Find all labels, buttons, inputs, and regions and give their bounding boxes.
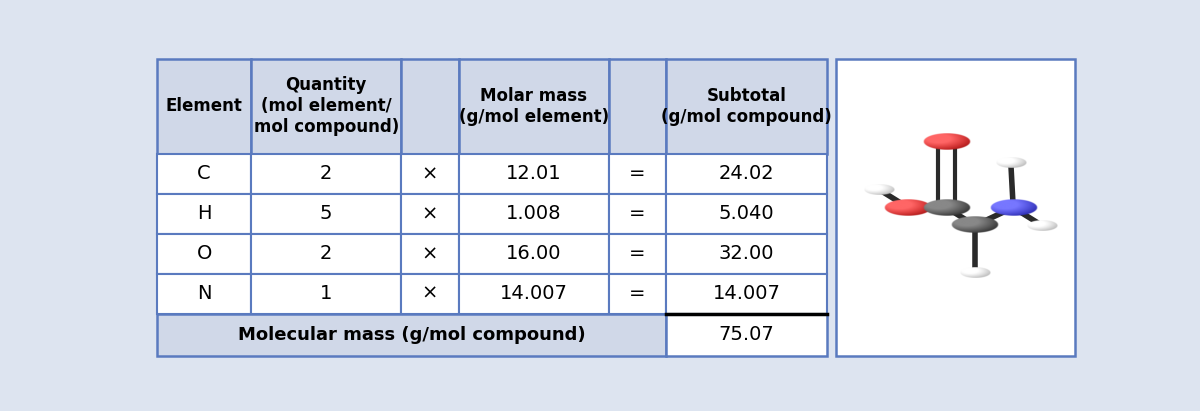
Text: 2: 2 <box>320 164 332 183</box>
Bar <box>251 59 402 154</box>
Bar <box>836 59 1075 356</box>
Bar <box>157 234 251 274</box>
Text: Element: Element <box>166 97 242 115</box>
Bar <box>402 154 458 194</box>
Text: N: N <box>197 284 211 303</box>
Text: Molecular mass (g/mol compound): Molecular mass (g/mol compound) <box>238 326 586 344</box>
Bar <box>402 234 458 274</box>
Bar <box>458 154 610 194</box>
Bar <box>157 194 251 234</box>
Text: Subtotal
(g/mol compound): Subtotal (g/mol compound) <box>661 87 832 126</box>
Text: 5.040: 5.040 <box>719 204 774 223</box>
Bar <box>610 59 666 154</box>
Text: =: = <box>629 204 646 223</box>
Bar <box>251 234 402 274</box>
Text: 14.007: 14.007 <box>713 284 780 303</box>
Text: 5: 5 <box>320 204 332 223</box>
Bar <box>157 274 251 314</box>
Bar <box>251 194 402 234</box>
Bar <box>157 314 666 356</box>
Bar <box>458 274 610 314</box>
Bar <box>458 234 610 274</box>
Text: ×: × <box>421 284 438 303</box>
Bar <box>251 154 402 194</box>
Bar <box>610 274 666 314</box>
Text: =: = <box>629 284 646 303</box>
Text: 32.00: 32.00 <box>719 244 774 263</box>
Bar <box>610 154 666 194</box>
Bar <box>402 59 458 154</box>
Text: ×: × <box>421 204 438 223</box>
Text: 1: 1 <box>320 284 332 303</box>
Text: =: = <box>629 244 646 263</box>
Text: 2: 2 <box>320 244 332 263</box>
Text: 1.008: 1.008 <box>506 204 562 223</box>
Bar <box>458 59 610 154</box>
Text: 14.007: 14.007 <box>500 284 568 303</box>
Text: 75.07: 75.07 <box>719 326 774 344</box>
Text: 16.00: 16.00 <box>506 244 562 263</box>
Text: ×: × <box>421 244 438 263</box>
Bar <box>666 194 827 234</box>
Text: ×: × <box>421 164 438 183</box>
Bar <box>402 194 458 234</box>
Bar <box>251 274 402 314</box>
Text: H: H <box>197 204 211 223</box>
Text: =: = <box>629 164 646 183</box>
Bar <box>610 194 666 234</box>
Bar <box>666 154 827 194</box>
Text: 24.02: 24.02 <box>719 164 774 183</box>
Bar <box>666 234 827 274</box>
Bar <box>610 234 666 274</box>
Bar <box>666 59 827 154</box>
Text: Molar mass
(g/mol element): Molar mass (g/mol element) <box>458 87 608 126</box>
Bar <box>402 274 458 314</box>
Text: O: O <box>197 244 212 263</box>
Text: 12.01: 12.01 <box>506 164 562 183</box>
Bar <box>666 314 827 356</box>
Text: Quantity
(mol element/
mol compound): Quantity (mol element/ mol compound) <box>253 76 398 136</box>
Text: C: C <box>197 164 211 183</box>
Bar <box>157 59 251 154</box>
Bar <box>157 154 251 194</box>
Bar <box>458 194 610 234</box>
Bar <box>666 274 827 314</box>
